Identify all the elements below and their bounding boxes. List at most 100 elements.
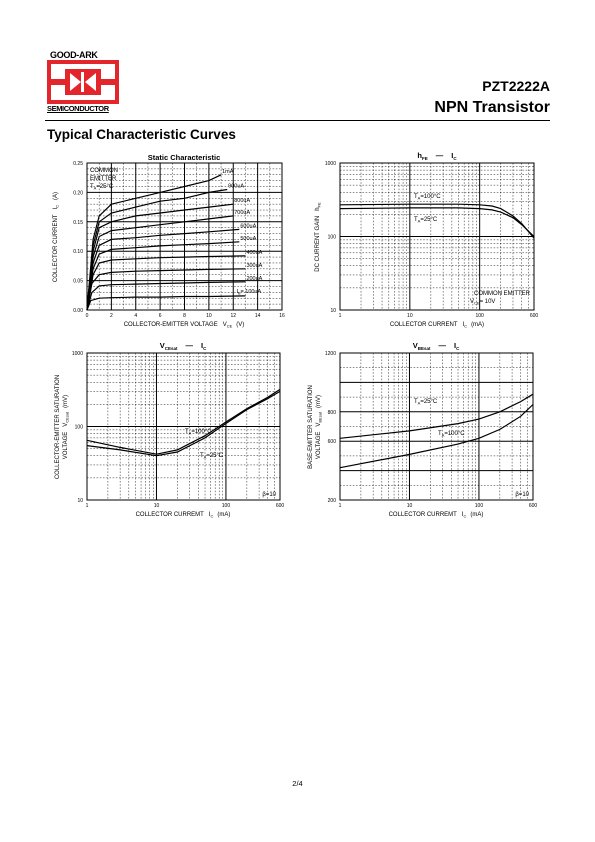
vbesat-frame [339, 352, 534, 501]
static-y-tick: 0.00 [73, 308, 83, 314]
section-title: Typical Characteristic Curves [47, 127, 236, 142]
logo-bottom-text: SEMICONDUCTOR [47, 104, 109, 113]
vbesat-curve-1 [339, 404, 534, 469]
part-number: PZT2222A [482, 78, 550, 94]
vbesat-grid [340, 353, 533, 500]
static-note-line1: COMMON [90, 168, 118, 174]
static-x-ticks: 0 2 4 6 8 10 12 14 16 [86, 313, 285, 319]
static-curve-label: 600uA [240, 223, 256, 229]
vbesat-x-tick: 1 [339, 503, 342, 509]
vcesat-xlabel: COLLECTOR CURREMT IC (mA) [136, 512, 231, 519]
static-curve-label: 400uA [246, 250, 262, 256]
static-note-line3: TA=25°C [90, 184, 114, 191]
static-curve-labels: 1mA 900uA 800uA 700uA 600uA 500uA 400uA 300uA 20… [222, 169, 263, 296]
vcesat-x-tick: 1 [86, 503, 89, 509]
static-curve-label: 1mA [222, 169, 234, 175]
vcesat-y-tick: 1000 [72, 351, 83, 357]
logo-diode-left [70, 73, 81, 91]
static-curve-3 [86, 215, 234, 311]
logo-mark [47, 60, 119, 104]
static-curve-label: 200uA [246, 276, 262, 282]
vcesat-ylabel-line1: COLLECTOR-EMITTER SATURATION [55, 375, 61, 479]
hfe-y-tick: 100 [328, 235, 337, 241]
hfe-x-tick: 100 [475, 313, 484, 319]
vbesat-x-tick: 10 [407, 503, 413, 509]
static-curve-5 [86, 241, 240, 311]
vbesat-chart: 1 10 100 600 200 600 800 1200 VBEsat — IC TA=25°… [308, 341, 538, 519]
vbesat-x-ticks: 1 10 100 600 [339, 503, 538, 509]
hfe-x-tick: 1 [339, 313, 342, 319]
static-y-tick: 0.05 [73, 279, 83, 285]
hfe-curve-1 [339, 207, 535, 237]
vcesat-y-tick: 100 [75, 425, 84, 431]
vbesat-ylabel-line2: VOLTAGEVBEsat(mV) [316, 395, 323, 459]
vbesat-curve-0 [339, 393, 534, 439]
vcesat-x-ticks: 1 10 100 600 [86, 503, 285, 509]
hfe-curves [339, 203, 535, 239]
hfe-x-tick: 600 [530, 313, 539, 319]
hfe-title: hFE — IC [417, 151, 457, 161]
hfe-xlabel: COLLECTOR CURRENT IC (mA) [390, 322, 484, 329]
static-curve-9 [86, 295, 246, 311]
vbesat-label-25c: TA=25°C [414, 399, 438, 406]
static-y-tick: 0.20 [73, 190, 83, 196]
static-curve-label: 900uA [228, 183, 244, 189]
hfe-y-ticks: 10 100 1000 [325, 161, 336, 314]
vcesat-y-tick: 10 [77, 498, 83, 504]
vbesat-x-tick: 100 [475, 503, 484, 509]
hfe-note-line2: VCE= 10V [470, 299, 495, 306]
static-curve-8 [86, 281, 246, 311]
static-xlabel: COLLECTOR-EMITTER VOLTAGE VCE (V) [124, 322, 245, 329]
hfe-ylabel: DC CURRENT GAINhFE [315, 202, 322, 272]
static-curve-1 [86, 188, 228, 311]
vbesat-y-tick: 800 [328, 410, 337, 416]
static-x-tick: 16 [279, 313, 285, 319]
static-x-tick: 0 [86, 313, 89, 319]
vbesat-beta: β=10 [515, 492, 529, 498]
vcesat-frame [86, 352, 281, 501]
vcesat-title: VCEsat — IC [160, 341, 207, 351]
static-curve-0 [86, 174, 222, 311]
vbesat-curves [339, 393, 534, 469]
static-y-tick: 0.10 [73, 249, 83, 255]
static-ylabel: COLLECTOR CURRENTIC(A) [53, 192, 60, 282]
vcesat-y-ticks: 10 100 1000 [72, 351, 83, 504]
page-number: 2/4 [292, 779, 303, 788]
hfe-x-ticks: 1 10 100 600 [339, 313, 539, 319]
static-x-tick: 14 [255, 313, 261, 319]
static-y-ticks: 0.00 0.05 0.10 0.15 0.20 0.25 [73, 161, 83, 314]
static-curve-2 [86, 203, 234, 311]
static-curve-label: 500uA [240, 236, 256, 242]
vcesat-beta: β=10 [262, 492, 276, 498]
static-curve-4 [86, 228, 240, 311]
static-frame [86, 162, 283, 311]
vcesat-x-tick: 600 [276, 503, 285, 509]
hfe-curve-0 [339, 203, 535, 239]
vcesat-curves [86, 388, 281, 457]
vcesat-x-tick: 100 [222, 503, 231, 509]
hfe-grid [340, 163, 534, 310]
vbesat-y-ticks: 200 600 800 1200 [325, 351, 336, 504]
static-curves [86, 174, 246, 311]
static-title: Static Characteristic [148, 153, 221, 162]
hfe-y-tick: 1000 [325, 161, 336, 167]
vbesat-y-tick: 1200 [325, 351, 336, 357]
hfe-note-line1: COMMON EMITTER [474, 291, 531, 297]
logo-bar [81, 72, 84, 92]
static-x-tick: 10 [206, 313, 212, 319]
logo-diode-right [85, 73, 96, 91]
static-x-tick: 6 [159, 313, 162, 319]
hfe-label-25c: TA=25°C [414, 217, 438, 224]
vbesat-xlabel: COLLECTOR CURREMT IC (mA) [389, 512, 484, 519]
static-curve-label: 700uA [234, 210, 250, 216]
static-y-tick: 0.25 [73, 161, 83, 167]
hfe-y-tick: 10 [330, 308, 336, 314]
static-x-tick: 12 [230, 313, 236, 319]
vbesat-y-tick: 600 [328, 439, 337, 445]
header-rule [45, 120, 550, 121]
vcesat-x-tick: 10 [154, 503, 160, 509]
vbesat-y-tick: 200 [328, 498, 337, 504]
vbesat-ylabel-line1: BASE-EMITTER SATURATION [308, 385, 314, 469]
